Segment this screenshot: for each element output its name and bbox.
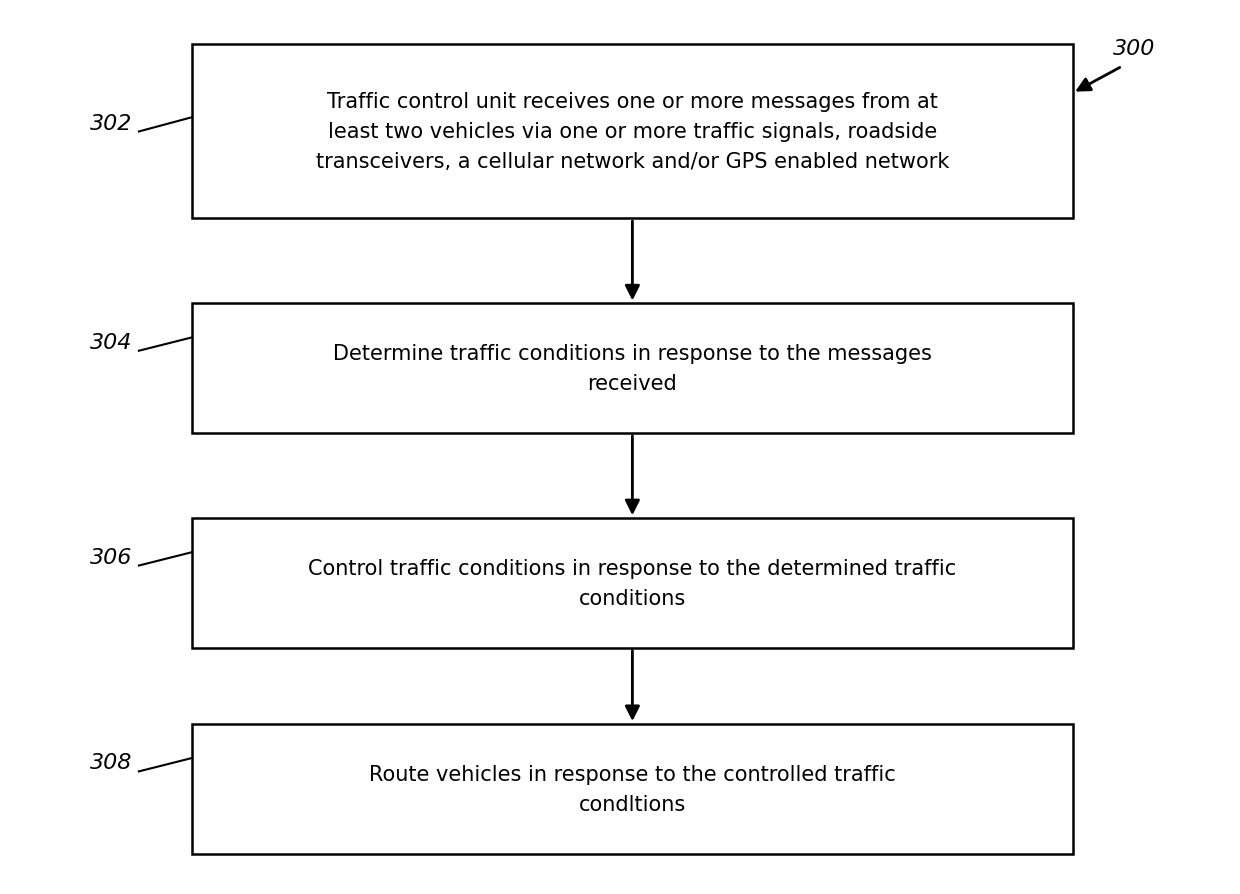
Text: Control traffic conditions in response to the determined traffic
conditions: Control traffic conditions in response t… (309, 559, 956, 608)
Text: 306: 306 (91, 547, 133, 567)
Bar (192, 519, 1073, 648)
Text: Determine traffic conditions in response to the messages
received: Determine traffic conditions in response… (334, 344, 931, 393)
Bar (192, 724, 1073, 854)
Bar (192, 304, 1073, 434)
Text: 308: 308 (91, 753, 133, 772)
Bar (192, 45, 1073, 219)
Text: 300: 300 (1114, 39, 1156, 59)
Text: 304: 304 (91, 333, 133, 352)
Text: Route vehicles in response to the controlled traffic
condltions: Route vehicles in response to the contro… (370, 764, 895, 814)
Text: 302: 302 (91, 114, 133, 133)
Text: Traffic control unit receives one or more messages from at
least two vehicles vi: Traffic control unit receives one or mor… (316, 92, 949, 172)
